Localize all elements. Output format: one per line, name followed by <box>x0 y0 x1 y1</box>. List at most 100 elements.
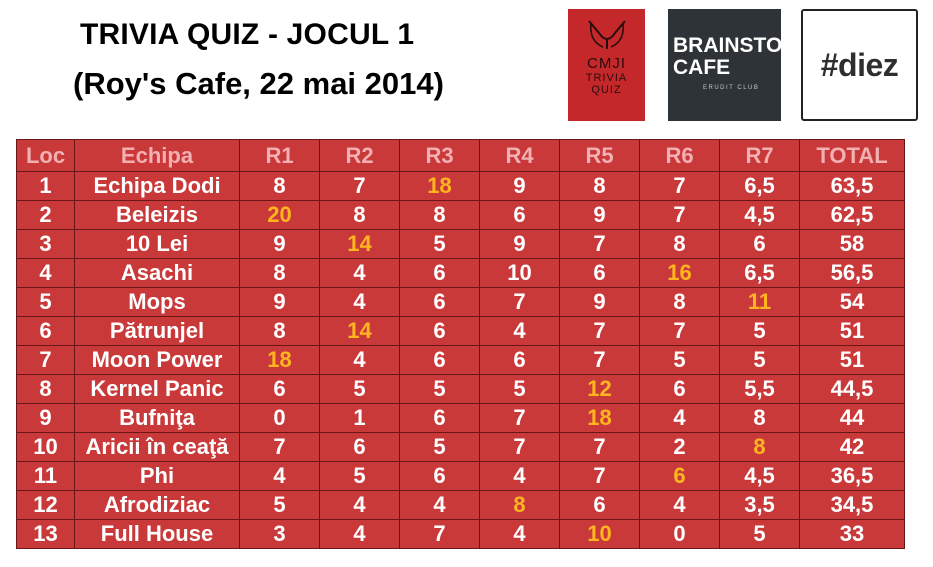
total-score-cell: 51 <box>799 345 905 375</box>
total-score-cell: 51 <box>799 316 905 346</box>
round-6-score-cell: 8 <box>639 287 720 317</box>
round-4-score-cell: 9 <box>479 229 560 259</box>
round-2-score-cell: 8 <box>319 200 400 230</box>
round-4-score-cell: 4 <box>479 461 560 491</box>
rank-cell: 13 <box>16 519 75 549</box>
round-5-score-cell: 7 <box>559 345 640 375</box>
cmji-line3: QUIZ <box>591 84 622 96</box>
round-1-score-cell: 18 <box>239 345 320 375</box>
team-name-cell: Aricii în ceaţă <box>74 432 240 462</box>
rank-cell: 7 <box>16 345 75 375</box>
table-row: 2 Beleizis 20 8 8 6 9 7 4,5 62,5 <box>16 200 905 230</box>
cmji-line2: TRIVIA <box>585 72 628 84</box>
round-5-score-cell: 12 <box>559 374 640 404</box>
round-3-score-cell: 4 <box>399 490 480 520</box>
round-2-score-cell: 4 <box>319 490 400 520</box>
round-1-score-cell: 5 <box>239 490 320 520</box>
round-6-score-cell: 4 <box>639 403 720 433</box>
round-1-score-cell: 8 <box>239 171 320 201</box>
total-score-cell: 44,5 <box>799 374 905 404</box>
team-name-cell: 10 Lei <box>74 229 240 259</box>
column-header-echipa: Echipa <box>74 139 240 172</box>
round-4-score-cell: 5 <box>479 374 560 404</box>
round-1-score-cell: 8 <box>239 316 320 346</box>
total-score-cell: 63,5 <box>799 171 905 201</box>
brainstorm-tagline: ERUDIT CLUB <box>703 85 760 91</box>
round-1-score-cell: 6 <box>239 374 320 404</box>
round-5-score-cell: 7 <box>559 461 640 491</box>
column-header-r4: R4 <box>479 139 560 172</box>
round-3-score-cell: 6 <box>399 316 480 346</box>
round-1-score-cell: 20 <box>239 200 320 230</box>
column-header-r5: R5 <box>559 139 640 172</box>
diez-text: #diez <box>820 47 899 83</box>
round-3-score-cell: 6 <box>399 345 480 375</box>
table-row: 5 Mops 9 4 6 7 9 8 11 54 <box>16 287 905 317</box>
table-row: 4 Asachi 8 4 6 10 6 16 6,5 56,5 <box>16 258 905 288</box>
round-2-score-cell: 5 <box>319 374 400 404</box>
round-4-score-cell: 6 <box>479 345 560 375</box>
table-row: 6 Pătrunjel 8 14 6 4 7 7 5 51 <box>16 316 905 346</box>
table-row: 13 Full House 3 4 7 4 10 0 5 33 <box>16 519 905 549</box>
round-7-score-cell: 5 <box>719 519 800 549</box>
round-2-score-cell: 14 <box>319 229 400 259</box>
round-2-score-cell: 7 <box>319 171 400 201</box>
total-score-cell: 58 <box>799 229 905 259</box>
round-5-score-cell: 7 <box>559 432 640 462</box>
round-4-score-cell: 6 <box>479 200 560 230</box>
round-1-score-cell: 0 <box>239 403 320 433</box>
rank-cell: 11 <box>16 461 75 491</box>
rank-cell: 4 <box>16 258 75 288</box>
round-7-score-cell: 8 <box>719 403 800 433</box>
round-3-score-cell: 7 <box>399 519 480 549</box>
round-2-score-cell: 4 <box>319 258 400 288</box>
round-7-score-cell: 11 <box>719 287 800 317</box>
round-3-score-cell: 18 <box>399 171 480 201</box>
round-5-score-cell: 10 <box>559 519 640 549</box>
rank-cell: 2 <box>16 200 75 230</box>
round-3-score-cell: 6 <box>399 287 480 317</box>
table-header-row: Loc Echipa R1 R2 R3 R4 R5 R6 R7 TOTAL <box>16 139 905 172</box>
rank-cell: 3 <box>16 229 75 259</box>
team-name-cell: Afrodiziac <box>74 490 240 520</box>
rank-cell: 8 <box>16 374 75 404</box>
rank-cell: 1 <box>16 171 75 201</box>
column-header-r1: R1 <box>239 139 320 172</box>
team-name-cell: Phi <box>74 461 240 491</box>
total-score-cell: 44 <box>799 403 905 433</box>
round-3-score-cell: 6 <box>399 403 480 433</box>
rank-cell: 9 <box>16 403 75 433</box>
team-name-cell: Pătrunjel <box>74 316 240 346</box>
table-row: 3 10 Lei 9 14 5 9 7 8 6 58 <box>16 229 905 259</box>
round-2-score-cell: 6 <box>319 432 400 462</box>
round-7-score-cell: 6,5 <box>719 258 800 288</box>
round-7-score-cell: 4,5 <box>719 461 800 491</box>
column-header-r6: R6 <box>639 139 720 172</box>
total-score-cell: 56,5 <box>799 258 905 288</box>
round-4-score-cell: 7 <box>479 403 560 433</box>
round-3-score-cell: 6 <box>399 461 480 491</box>
round-7-score-cell: 5 <box>719 316 800 346</box>
table-row: 8 Kernel Panic 6 5 5 5 12 6 5,5 44,5 <box>16 374 905 404</box>
round-3-score-cell: 8 <box>399 200 480 230</box>
cmji-line1: CMJI <box>587 55 626 72</box>
column-header-r3: R3 <box>399 139 480 172</box>
round-7-score-cell: 5,5 <box>719 374 800 404</box>
round-4-score-cell: 4 <box>479 519 560 549</box>
round-2-score-cell: 4 <box>319 519 400 549</box>
rank-cell: 5 <box>16 287 75 317</box>
page-subtitle: (Roy's Cafe, 22 mai 2014) <box>73 66 444 101</box>
total-score-cell: 33 <box>799 519 905 549</box>
cmji-logo: CMJI TRIVIA QUIZ <box>568 9 645 121</box>
round-4-score-cell: 4 <box>479 316 560 346</box>
table-row: 12 Afrodiziac 5 4 4 8 6 4 3,5 34,5 <box>16 490 905 520</box>
round-1-score-cell: 8 <box>239 258 320 288</box>
column-header-total: TOTAL <box>799 139 905 172</box>
team-name-cell: Beleizis <box>74 200 240 230</box>
round-1-score-cell: 3 <box>239 519 320 549</box>
total-score-cell: 54 <box>799 287 905 317</box>
round-6-score-cell: 7 <box>639 316 720 346</box>
round-3-score-cell: 5 <box>399 432 480 462</box>
rank-cell: 12 <box>16 490 75 520</box>
round-6-score-cell: 6 <box>639 461 720 491</box>
